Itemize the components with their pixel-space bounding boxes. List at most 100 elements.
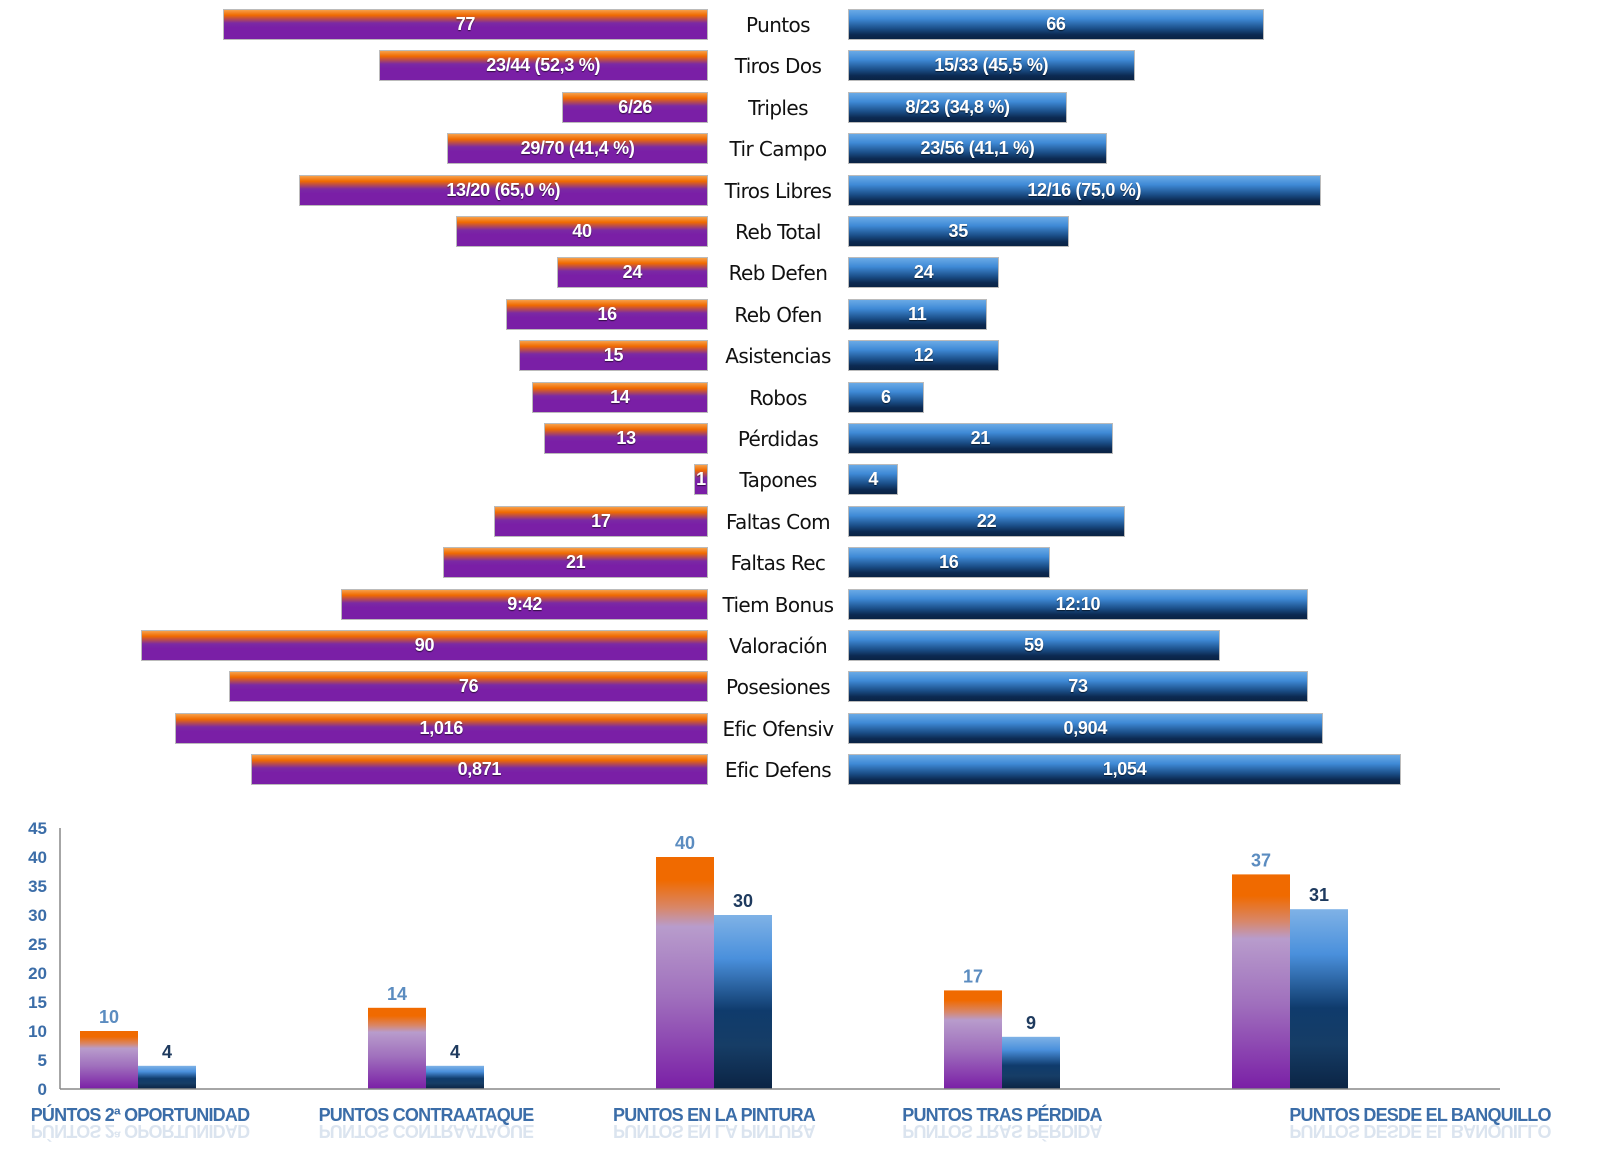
stat-label: Efic Ofensiv	[722, 716, 835, 741]
team-a-bar: 6/26	[562, 91, 708, 123]
team-a-value: 23/44 (52,3 %)	[486, 55, 601, 76]
y-axis: 0 5 10 15 20 25 30 35 40 45	[28, 819, 61, 1099]
team-b-value: 23/56 (41,1 %)	[920, 138, 1035, 159]
column-chart: 0 5 10 15 20 25 30 35 40 45 10 4 PÚNTOS 2ª OPORTUNI…	[28, 819, 1552, 1142]
stat-label: Reb Total	[735, 220, 821, 244]
team-b-value: 12	[913, 345, 934, 366]
team-b-column	[426, 1065, 484, 1089]
y-tick-label: 25	[28, 935, 47, 954]
team-a-value: 90	[414, 635, 435, 655]
stat-label: Faltas Com	[725, 509, 831, 534]
team-b-value: 4	[868, 469, 879, 490]
stat-row: 77 Puntos 66	[0, 8, 1600, 42]
team-b-value: 0,904	[1063, 717, 1108, 738]
category-label: PUNTOS CONTRAATAQUE	[319, 1105, 535, 1125]
stat-row: 1,016 Efic Ofensiv 0,904	[0, 712, 1600, 746]
team-a-bar: 16	[506, 298, 708, 330]
team-b-value: 35	[948, 221, 969, 241]
team-a-value: 16	[597, 303, 617, 324]
y-tick-label: 15	[28, 993, 47, 1012]
stat-label: Robos	[749, 385, 807, 410]
stat-label: Faltas Rec	[730, 551, 826, 576]
team-a-bar: 77	[222, 9, 708, 40]
team-a-value: 0,871	[457, 759, 502, 780]
team-b-bar: 35	[848, 216, 1069, 247]
team-a-column	[656, 857, 714, 1089]
team-b-value: 1,054	[1102, 759, 1147, 780]
stat-row: 76 Posesiones 73	[0, 670, 1600, 704]
team-a-value: 14	[610, 386, 630, 407]
team-b-column-label: 4	[162, 1042, 172, 1062]
stat-row: 23/44 (52,3 %) Tiros Dos 15/33 (45,5 %)	[0, 49, 1600, 83]
team-a-value: 24	[622, 262, 643, 283]
team-a-bar: 1	[694, 464, 708, 496]
stat-row: 14 Robos 6	[0, 381, 1600, 415]
category-label: PÚNTOS 2ª OPORTUNIDAD	[31, 1104, 250, 1125]
stat-label: Tiem Bonus	[722, 592, 834, 617]
team-b-bar: 12:10	[848, 588, 1308, 620]
team-b-column	[1290, 909, 1348, 1089]
team-a-bar: 15	[519, 340, 708, 372]
category-label-reflection: PUNTOS CONTRAATAQUE	[319, 1121, 535, 1141]
category-label-reflection: PUNTOS TRAS PÉRDIDA	[902, 1121, 1102, 1142]
team-b-value: 6	[880, 386, 891, 407]
team-b-bar: 16	[848, 547, 1050, 579]
category-label-reflection: PUNTOS EN LA PINTURA	[613, 1121, 816, 1141]
team-b-bar: 22	[848, 505, 1126, 537]
team-a-value: 76	[458, 676, 479, 697]
team-a-value: 6/26	[618, 96, 653, 117]
stat-row: 1 Tapones 4	[0, 463, 1600, 497]
team-a-column	[368, 1007, 426, 1089]
team-b-bar: 73	[848, 671, 1308, 703]
team-b-bar: 66	[848, 9, 1264, 40]
stat-label: Reb Defen	[728, 261, 828, 286]
team-a-column-label: 37	[1251, 850, 1271, 870]
stat-row: 15 Asistencias 12	[0, 339, 1600, 373]
team-b-value: 24	[913, 262, 934, 283]
team-b-value: 12/16 (75,0 %)	[1027, 179, 1142, 200]
y-tick-label: 5	[38, 1051, 47, 1070]
y-tick-label: 20	[28, 964, 47, 983]
team-b-bar: 59	[848, 630, 1220, 661]
team-a-bar: 76	[229, 671, 708, 703]
team-a-value: 29/70 (41,4 %)	[520, 138, 635, 159]
stat-row: 16 Reb Ofen 11	[0, 298, 1600, 332]
team-b-bar: 8/23 (34,8 %)	[848, 91, 1068, 123]
stat-row: 17 Faltas Com 22	[0, 505, 1600, 539]
stat-label: Tir Campo	[729, 137, 828, 162]
team-a-value: 40	[572, 221, 592, 241]
team-a-column-label: 40	[675, 833, 695, 853]
team-b-bar: 15/33 (45,5 %)	[848, 50, 1135, 82]
team-a-bar: 23/44 (52,3 %)	[378, 50, 708, 82]
team-a-bar: 17	[493, 505, 708, 537]
team-b-bar: 6	[848, 381, 924, 413]
team-b-value: 16	[939, 552, 959, 573]
team-a-bar: 21	[443, 547, 708, 579]
team-b-value: 66	[1046, 14, 1066, 34]
stat-label: Posesiones	[726, 675, 831, 700]
stat-label: Asistencias	[725, 344, 831, 369]
team-a-column-label: 14	[387, 984, 407, 1004]
stat-row: 29/70 (41,4 %) Tir Campo 23/56 (41,1 %)	[0, 132, 1600, 166]
stat-label: Tiros Dos	[734, 54, 822, 79]
team-b-column-label: 9	[1026, 1013, 1036, 1033]
team-b-value: 22	[976, 510, 997, 531]
stat-label: Pérdidas	[737, 427, 819, 451]
team-b-value: 15/33 (45,5 %)	[934, 55, 1049, 76]
team-a-bar: 90	[141, 630, 708, 661]
team-a-value: 9:42	[507, 593, 543, 614]
stat-row: 40 Reb Total 35	[0, 215, 1600, 249]
category-label: PUNTOS EN LA PINTURA	[613, 1105, 816, 1125]
team-a-bar: 9:42	[341, 588, 708, 620]
team-a-column-label: 10	[99, 1007, 119, 1027]
team-b-column	[138, 1065, 196, 1089]
team-a-value: 13	[616, 428, 636, 448]
team-a-bar: 40	[456, 216, 708, 247]
team-b-column	[1002, 1036, 1060, 1089]
team-b-value: 8/23 (34,8 %)	[905, 96, 1010, 117]
y-tick-label: 45	[28, 819, 47, 838]
team-a-column	[1232, 874, 1290, 1089]
team-a-column-label: 17	[963, 966, 983, 986]
